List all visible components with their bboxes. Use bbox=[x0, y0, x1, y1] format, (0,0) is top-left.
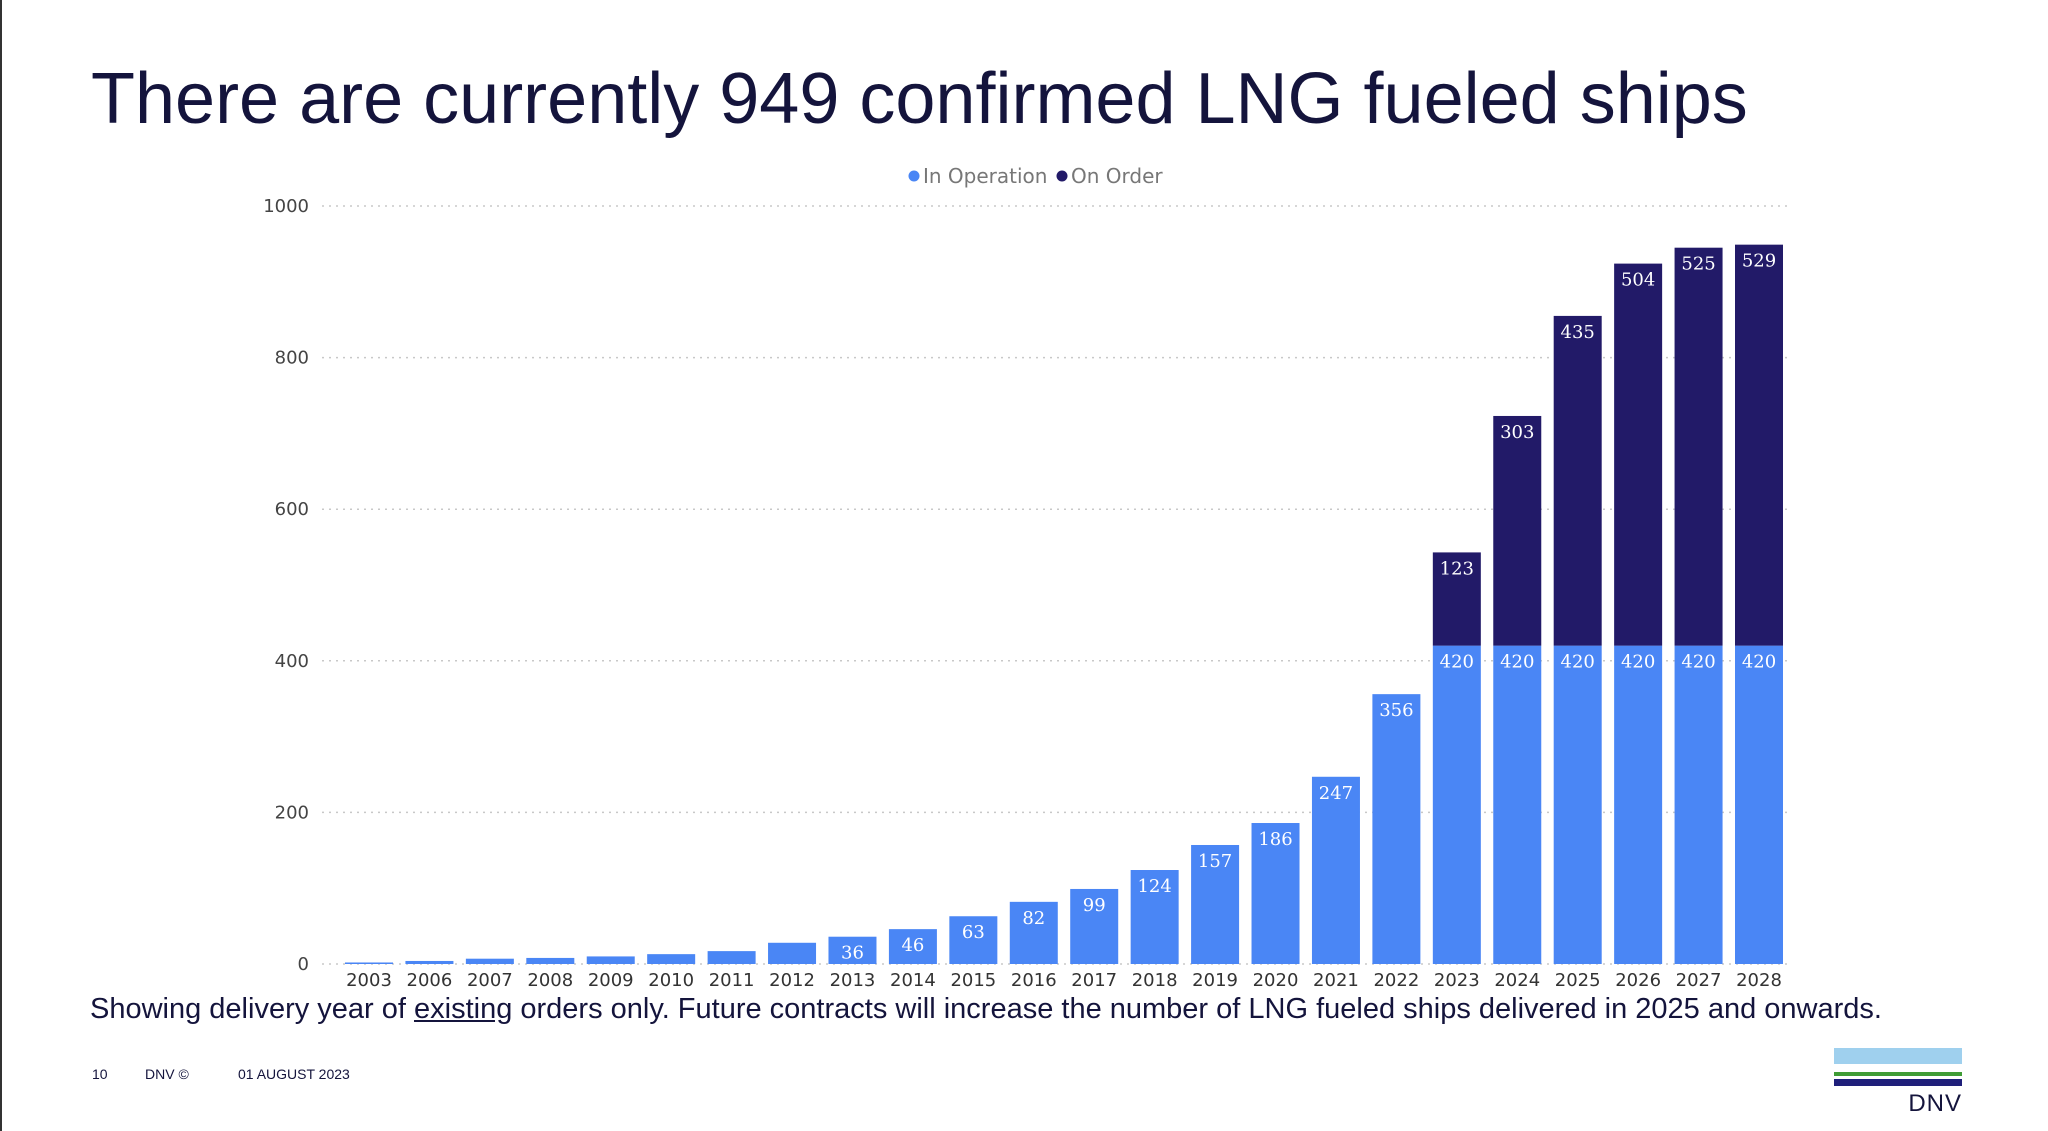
x-tick-label: 2028 bbox=[1736, 970, 1782, 991]
data-label: 529 bbox=[1742, 251, 1776, 272]
copyright: DNV © bbox=[145, 1066, 189, 1082]
x-tick-label: 2021 bbox=[1313, 970, 1359, 991]
in-operation-bar bbox=[1009, 901, 1058, 964]
x-tick-label: 2008 bbox=[527, 970, 573, 991]
x-tick-label: 2018 bbox=[1132, 970, 1178, 991]
in-operation-bar bbox=[888, 929, 937, 964]
footer-date: 01 AUGUST 2023 bbox=[238, 1066, 350, 1082]
on-order-bar bbox=[1674, 247, 1723, 646]
x-tick-label: 2026 bbox=[1615, 970, 1661, 991]
in-operation-bar bbox=[465, 958, 514, 964]
in-operation-bar bbox=[707, 951, 756, 964]
in-operation-bar bbox=[1614, 645, 1663, 964]
x-tick-label: 2017 bbox=[1071, 970, 1117, 991]
data-label: 420 bbox=[1500, 652, 1534, 673]
legend-label-on-order: On Order bbox=[1071, 164, 1163, 188]
on-order-bar bbox=[1493, 415, 1542, 646]
on-order-bar bbox=[1735, 244, 1783, 646]
data-label: 504 bbox=[1621, 270, 1655, 291]
x-tick-label: 2027 bbox=[1676, 970, 1722, 991]
x-tick-label: 2003 bbox=[346, 970, 392, 991]
x-tick-label: 2015 bbox=[950, 970, 996, 991]
on-order-bar bbox=[1553, 315, 1602, 646]
data-label: 157 bbox=[1198, 851, 1232, 872]
legend-marker bbox=[1056, 170, 1068, 182]
data-label: 420 bbox=[1681, 652, 1715, 673]
data-label: 123 bbox=[1440, 558, 1474, 579]
in-operation-bar bbox=[828, 936, 877, 964]
y-tick-label: 0 bbox=[298, 954, 309, 975]
x-tick-label: 2024 bbox=[1494, 970, 1540, 991]
in-operation-bar bbox=[1251, 823, 1300, 964]
data-label: 36 bbox=[841, 943, 864, 964]
data-label: 420 bbox=[1621, 652, 1655, 673]
in-operation-bar bbox=[1191, 844, 1240, 964]
y-tick-label: 400 bbox=[275, 651, 309, 672]
legend-marker bbox=[908, 170, 920, 182]
data-label: 435 bbox=[1561, 322, 1595, 343]
in-operation-bar bbox=[1130, 870, 1179, 964]
y-tick-label: 800 bbox=[275, 348, 309, 369]
in-operation-bar bbox=[1674, 645, 1723, 964]
data-label: 303 bbox=[1500, 422, 1534, 443]
in-operation-bar bbox=[647, 954, 696, 964]
x-tick-label: 2006 bbox=[407, 970, 453, 991]
data-label: 525 bbox=[1681, 254, 1715, 275]
data-label: 420 bbox=[1440, 652, 1474, 673]
logo-text: DNV bbox=[1908, 1090, 1962, 1117]
in-operation-bar bbox=[1553, 645, 1602, 964]
in-operation-bar bbox=[949, 916, 998, 964]
x-tick-label: 2013 bbox=[830, 970, 876, 991]
in-operation-bar bbox=[1311, 776, 1360, 964]
y-tick-label: 200 bbox=[275, 802, 309, 823]
in-operation-bar bbox=[768, 942, 817, 964]
data-label: 420 bbox=[1742, 652, 1776, 673]
in-operation-bar bbox=[1372, 694, 1421, 964]
data-label: 186 bbox=[1258, 829, 1292, 850]
on-order-bar bbox=[1432, 552, 1481, 646]
data-label: 356 bbox=[1379, 700, 1413, 721]
dnv-logo: DNV bbox=[1834, 1048, 1962, 1118]
x-tick-label: 2016 bbox=[1011, 970, 1057, 991]
legend-label-in-operation: In Operation bbox=[923, 164, 1047, 188]
data-label: 82 bbox=[1022, 908, 1045, 929]
in-operation-bar bbox=[345, 962, 393, 964]
data-label: 99 bbox=[1083, 895, 1106, 916]
x-tick-label: 2007 bbox=[467, 970, 513, 991]
x-tick-label: 2010 bbox=[648, 970, 694, 991]
x-tick-label: 2012 bbox=[769, 970, 815, 991]
in-operation-bar bbox=[1735, 645, 1783, 964]
in-operation-bar bbox=[405, 960, 454, 964]
on-order-bar bbox=[1614, 263, 1663, 646]
x-tick-label: 2011 bbox=[709, 970, 755, 991]
x-tick-label: 2022 bbox=[1373, 970, 1419, 991]
y-tick-label: 1000 bbox=[263, 196, 309, 217]
y-tick-label: 600 bbox=[275, 499, 309, 520]
caption-underlined: existing bbox=[414, 993, 513, 1025]
caption-pre: Showing delivery year of bbox=[90, 993, 414, 1025]
chart-caption: Showing delivery year of existing orders… bbox=[90, 993, 1882, 1026]
data-label: 46 bbox=[901, 935, 924, 956]
x-tick-label: 2023 bbox=[1434, 970, 1480, 991]
x-tick-label: 2020 bbox=[1253, 970, 1299, 991]
x-tick-label: 2014 bbox=[890, 970, 936, 991]
data-label: 247 bbox=[1319, 783, 1353, 804]
page-number: 10 bbox=[92, 1066, 108, 1082]
in-operation-bar bbox=[526, 957, 575, 964]
x-tick-label: 2009 bbox=[588, 970, 634, 991]
in-operation-bar bbox=[586, 956, 635, 964]
caption-post: orders only. Future contracts will incre… bbox=[512, 993, 1882, 1025]
data-label: 124 bbox=[1137, 876, 1171, 897]
x-tick-label: 2019 bbox=[1192, 970, 1238, 991]
data-label: 420 bbox=[1561, 652, 1595, 673]
in-operation-bar bbox=[1070, 888, 1119, 964]
in-operation-bar bbox=[1432, 645, 1481, 964]
x-tick-label: 2025 bbox=[1555, 970, 1601, 991]
slide-title: There are currently 949 confirmed LNG fu… bbox=[91, 59, 1748, 139]
data-label: 63 bbox=[962, 922, 985, 943]
in-operation-bar bbox=[1493, 645, 1542, 964]
